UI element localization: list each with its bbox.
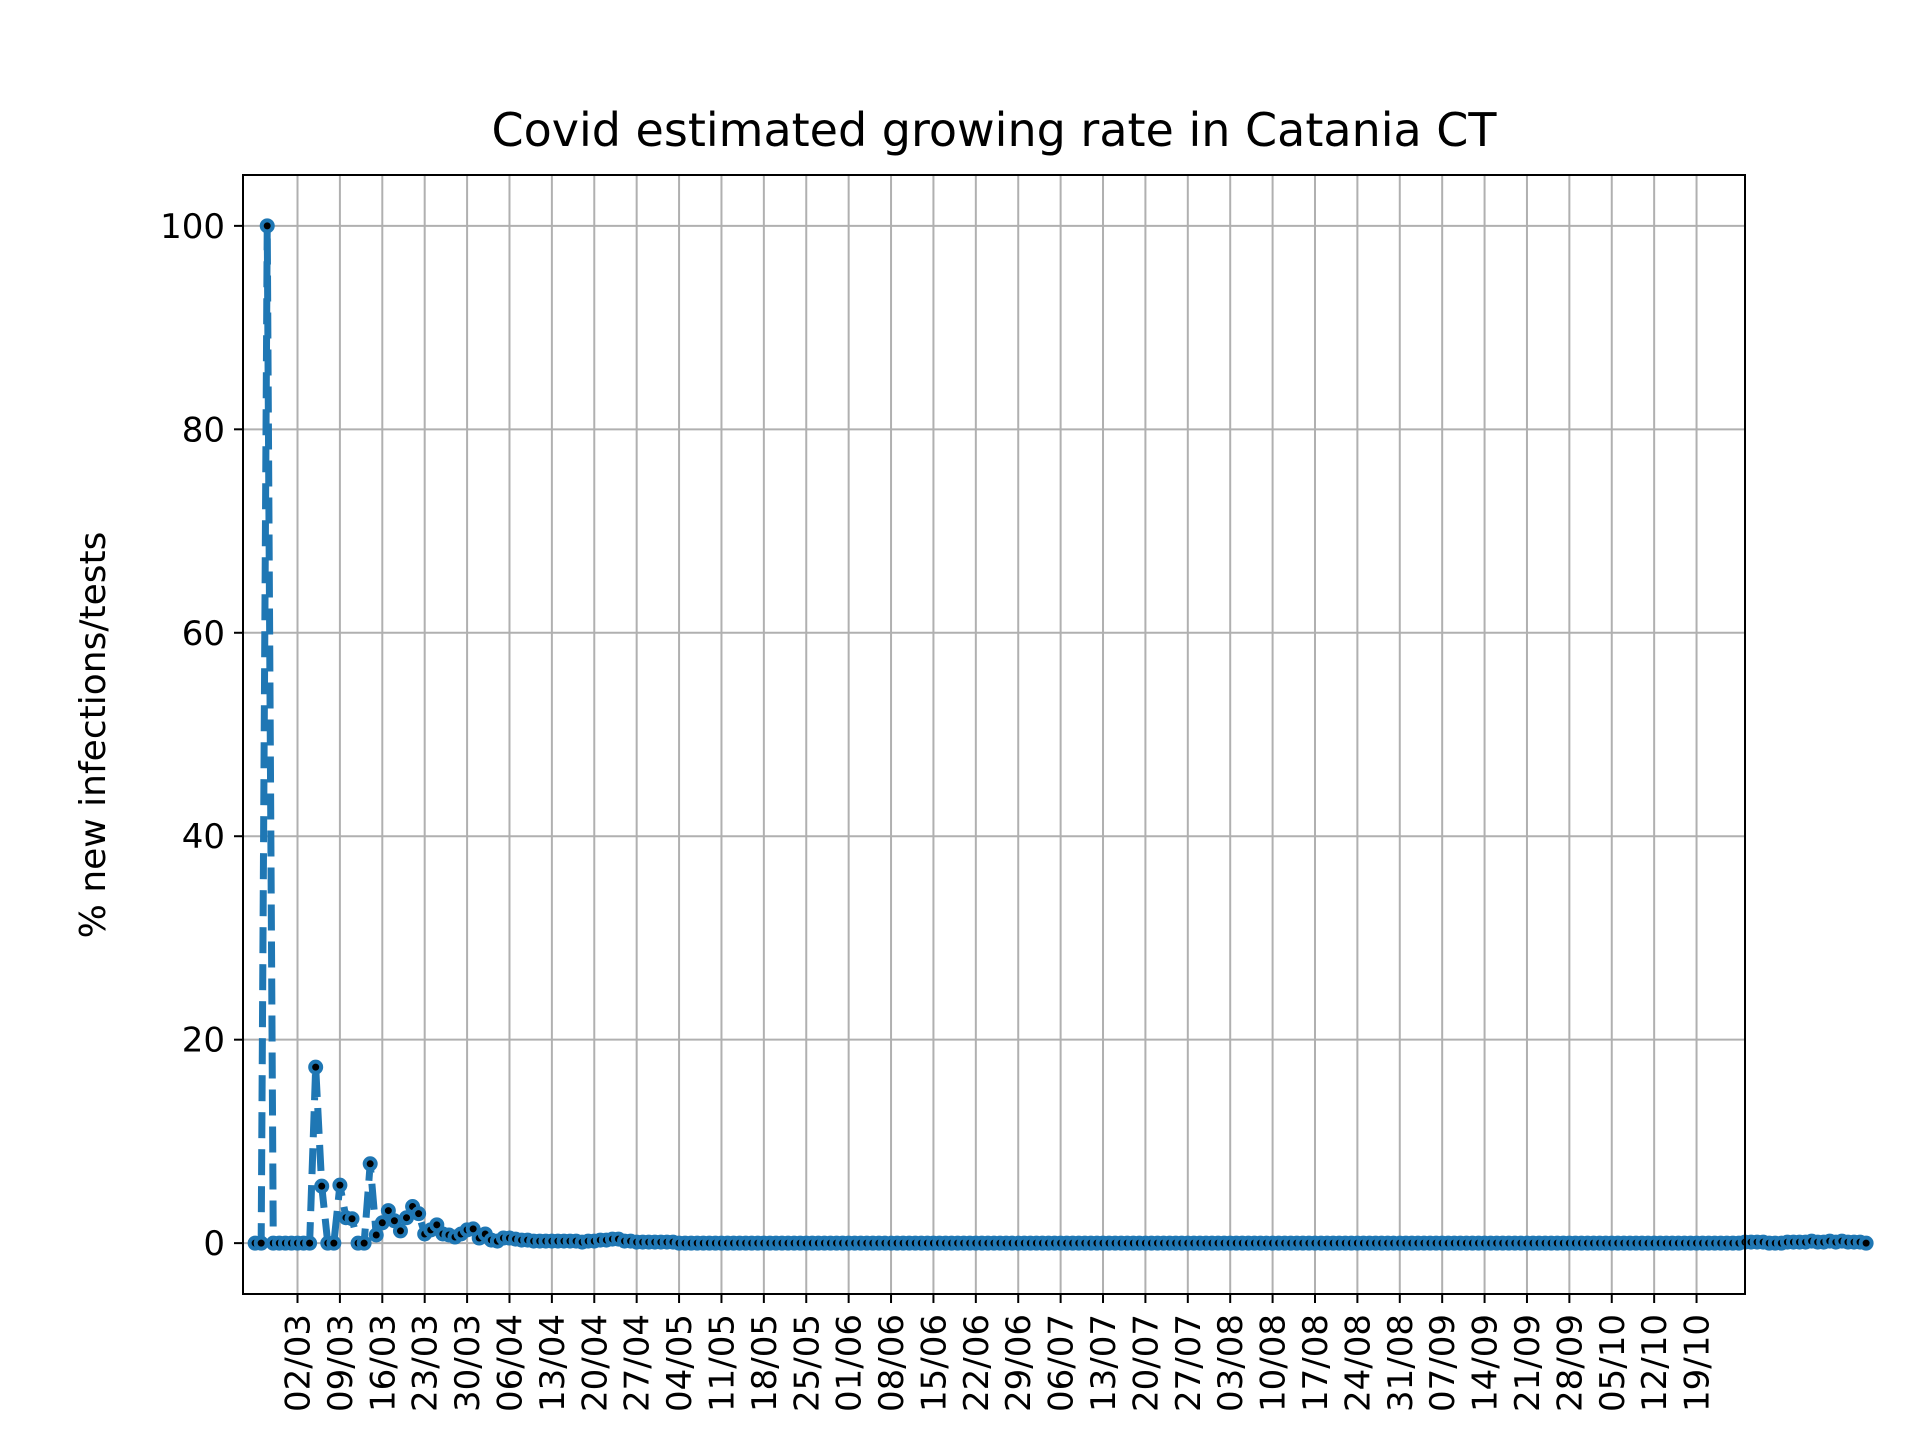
- data-point: [392, 1223, 408, 1239]
- x-tick-label: 06/07: [1042, 1314, 1082, 1412]
- data-point: [302, 1235, 318, 1251]
- x-tick-label: 30/03: [448, 1314, 488, 1412]
- series-layer: [247, 218, 1874, 1251]
- x-tick-label: 01/06: [830, 1314, 870, 1412]
- y-tick-label: 60: [182, 614, 225, 654]
- y-tick-label: 20: [182, 1021, 225, 1061]
- data-point: [332, 1177, 348, 1193]
- chart-title: Covid estimated growing rate in Catania …: [491, 103, 1497, 157]
- x-tick-label: 17/08: [1296, 1314, 1336, 1412]
- plot-area-background: [243, 175, 1745, 1294]
- x-tick-label: 08/06: [872, 1314, 912, 1412]
- data-point: [308, 1059, 324, 1075]
- x-tick-label: 23/03: [406, 1314, 446, 1412]
- data-point: [380, 1203, 396, 1219]
- data-point: [368, 1227, 384, 1243]
- x-tick-label: 18/05: [745, 1314, 785, 1412]
- grid: [243, 175, 1745, 1294]
- data-point: [411, 1206, 427, 1222]
- x-tick-label: 09/03: [321, 1314, 361, 1412]
- data-point: [362, 1156, 378, 1172]
- data-point: [259, 218, 275, 234]
- x-tick-label: 19/10: [1678, 1314, 1718, 1412]
- x-tick-label: 11/05: [702, 1314, 742, 1412]
- x-tick-label: 05/10: [1593, 1314, 1633, 1412]
- x-tick-label: 21/09: [1508, 1314, 1548, 1412]
- y-tick-label: 0: [203, 1224, 225, 1264]
- x-tick-label: 24/08: [1338, 1314, 1378, 1412]
- x-tick-label: 12/10: [1635, 1314, 1675, 1412]
- y-tick-label: 80: [182, 410, 225, 450]
- x-tick-label: 15/06: [914, 1314, 954, 1412]
- x-tick-label: 14/09: [1466, 1314, 1506, 1412]
- y-tick-label: 100: [160, 207, 225, 247]
- x-tick-label: 25/05: [787, 1314, 827, 1412]
- x-tick-label: 20/07: [1126, 1314, 1166, 1412]
- plot-frame: [242, 174, 1746, 1295]
- x-tick-label: 02/03: [279, 1314, 319, 1412]
- x-tick-label: 13/04: [533, 1314, 573, 1412]
- x-tick-label: 04/05: [660, 1314, 700, 1412]
- x-tick-label: 27/07: [1169, 1314, 1209, 1412]
- data-point: [374, 1215, 390, 1231]
- data-point: [253, 1235, 269, 1251]
- data-point: [314, 1178, 330, 1194]
- x-tick-label: 27/04: [618, 1314, 658, 1412]
- data-point: [399, 1210, 415, 1226]
- data-point: [356, 1235, 372, 1251]
- x-tick-label: 22/06: [957, 1314, 997, 1412]
- y-axis-label: % new infections/tests: [73, 532, 114, 939]
- x-tick-label: 28/09: [1550, 1314, 1590, 1412]
- x-tick-label: 29/06: [999, 1314, 1039, 1412]
- data-point: [344, 1211, 360, 1227]
- x-tick-label: 10/08: [1254, 1314, 1294, 1412]
- x-tick-label: 31/08: [1381, 1314, 1421, 1412]
- data-point: [326, 1235, 342, 1251]
- y-tick-label: 40: [182, 817, 225, 857]
- x-tick-label: 03/08: [1211, 1314, 1251, 1412]
- data-point: [1858, 1235, 1874, 1251]
- x-tick-label: 16/03: [363, 1314, 403, 1412]
- x-tick-label: 07/09: [1423, 1314, 1463, 1412]
- x-tick-label: 06/04: [490, 1314, 530, 1412]
- x-tick-label: 20/04: [575, 1314, 615, 1412]
- x-tick-label: 13/07: [1084, 1314, 1124, 1412]
